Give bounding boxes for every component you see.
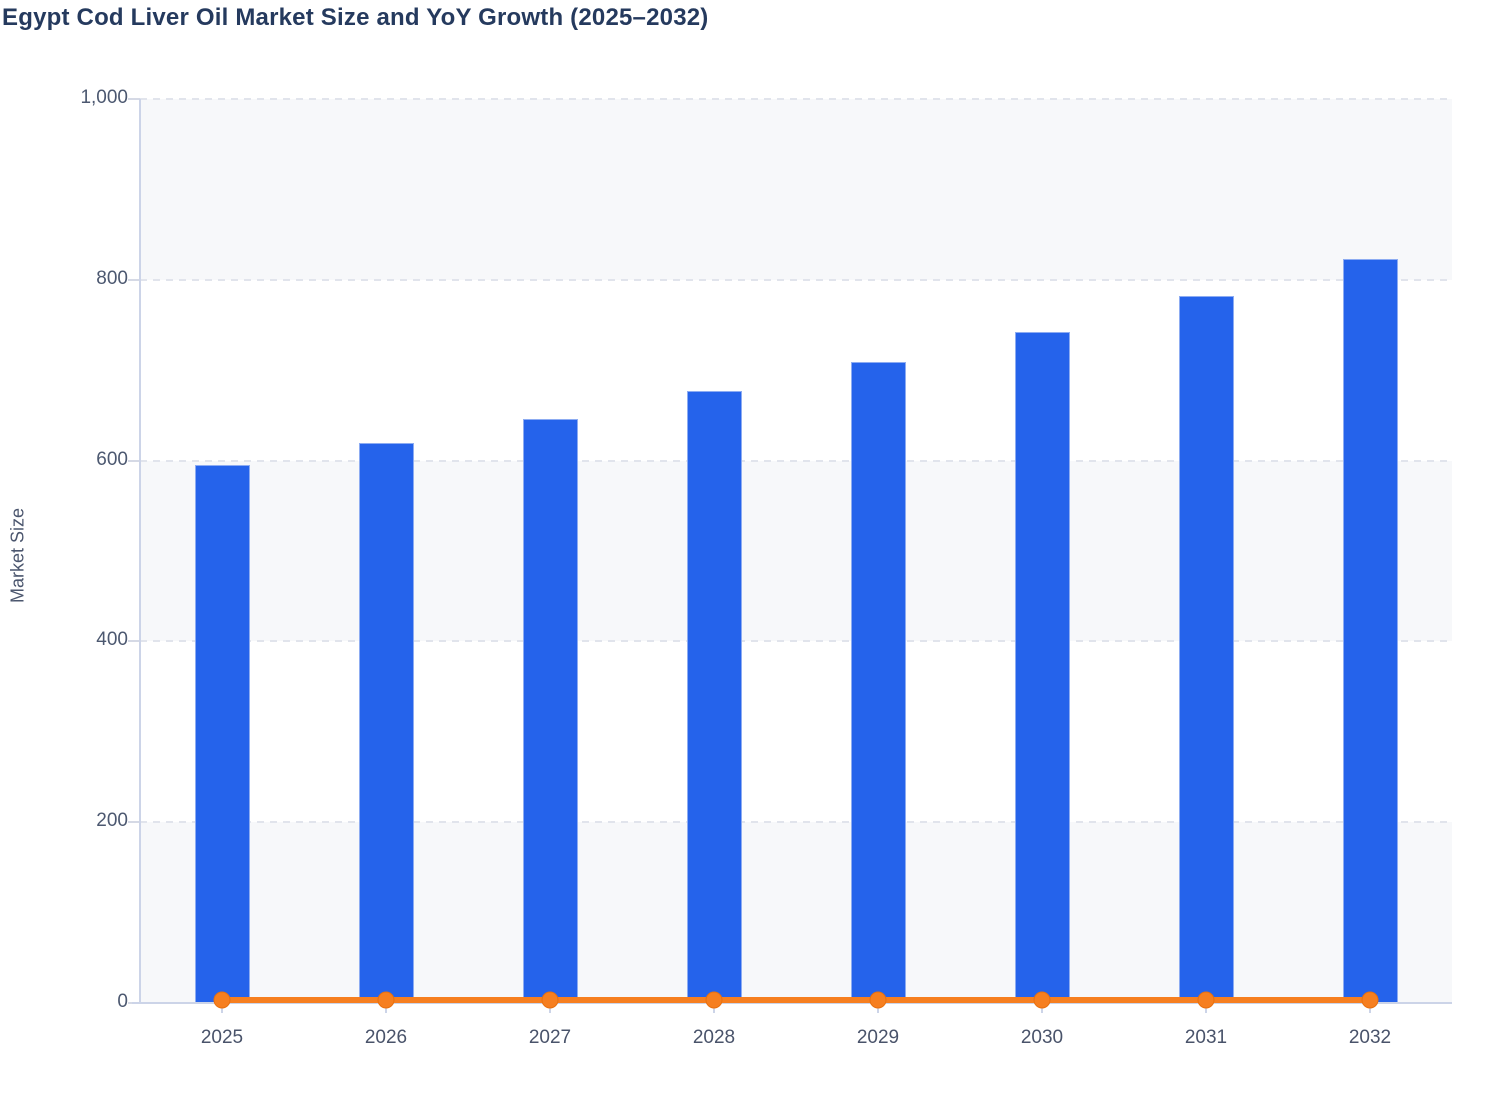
gridline-800 (140, 278, 1452, 281)
yoy-marker-2028[interactable] (705, 991, 723, 1009)
x-tick-label-2025: 2025 (200, 1027, 244, 1048)
y-tick-mark (128, 459, 140, 462)
y-tick-label-0: 0 (117, 991, 128, 1012)
y-tick-mark (128, 278, 140, 281)
bar-2025[interactable] (194, 465, 250, 1003)
x-tick-label-2030: 2030 (1020, 1027, 1064, 1048)
yoy-marker-2027[interactable] (541, 991, 559, 1009)
gridline-400 (140, 640, 1452, 643)
gridline-600 (140, 459, 1452, 462)
yoy-marker-2026[interactable] (377, 991, 395, 1009)
x-tick-label-2032: 2032 (1348, 1027, 1392, 1048)
gridline-1000 (140, 98, 1452, 100)
y-axis-title: Market Size (7, 507, 28, 604)
x-tick-label-2029: 2029 (856, 1027, 900, 1048)
bar-2030[interactable] (1014, 332, 1070, 1003)
x-tick-label-2028: 2028 (692, 1027, 736, 1048)
y-tick-mark (128, 98, 140, 100)
yoy-marker-2032[interactable] (1361, 991, 1379, 1009)
yoy-marker-2029[interactable] (869, 991, 887, 1009)
y-axis-line (139, 99, 141, 1004)
chart-title: Egypt Cod Liver Oil Market Size and YoY … (2, 4, 709, 31)
yoy-marker-2030[interactable] (1033, 991, 1051, 1009)
bar-2026[interactable] (358, 443, 414, 1003)
y-tick-label-200: 200 (96, 810, 128, 832)
bar-2031[interactable] (1178, 296, 1234, 1003)
x-tick-label-2026: 2026 (364, 1027, 408, 1048)
bar-2032[interactable] (1342, 259, 1398, 1003)
y-tick-mark (128, 821, 140, 824)
y-tick-label-800: 800 (96, 267, 128, 289)
yoy-marker-2025[interactable] (213, 991, 231, 1009)
y-tick-label-400: 400 (96, 629, 128, 651)
plot-band (140, 99, 1452, 280)
yoy-growth-line-layer (213, 991, 1379, 1009)
y-tick-label-1000: 1,000 (80, 87, 128, 108)
bar-2029[interactable] (850, 362, 906, 1003)
bar-2027[interactable] (522, 419, 578, 1003)
gridline-200 (140, 821, 1452, 824)
y-tick-label-600: 600 (96, 448, 128, 470)
y-tick-mark (128, 640, 140, 643)
x-tick-label-2031: 2031 (1184, 1027, 1228, 1048)
plot-area (140, 98, 1452, 1003)
bar-2028[interactable] (686, 390, 742, 1003)
yoy-marker-2031[interactable] (1197, 991, 1215, 1009)
x-tick-label-2027: 2027 (528, 1027, 572, 1048)
